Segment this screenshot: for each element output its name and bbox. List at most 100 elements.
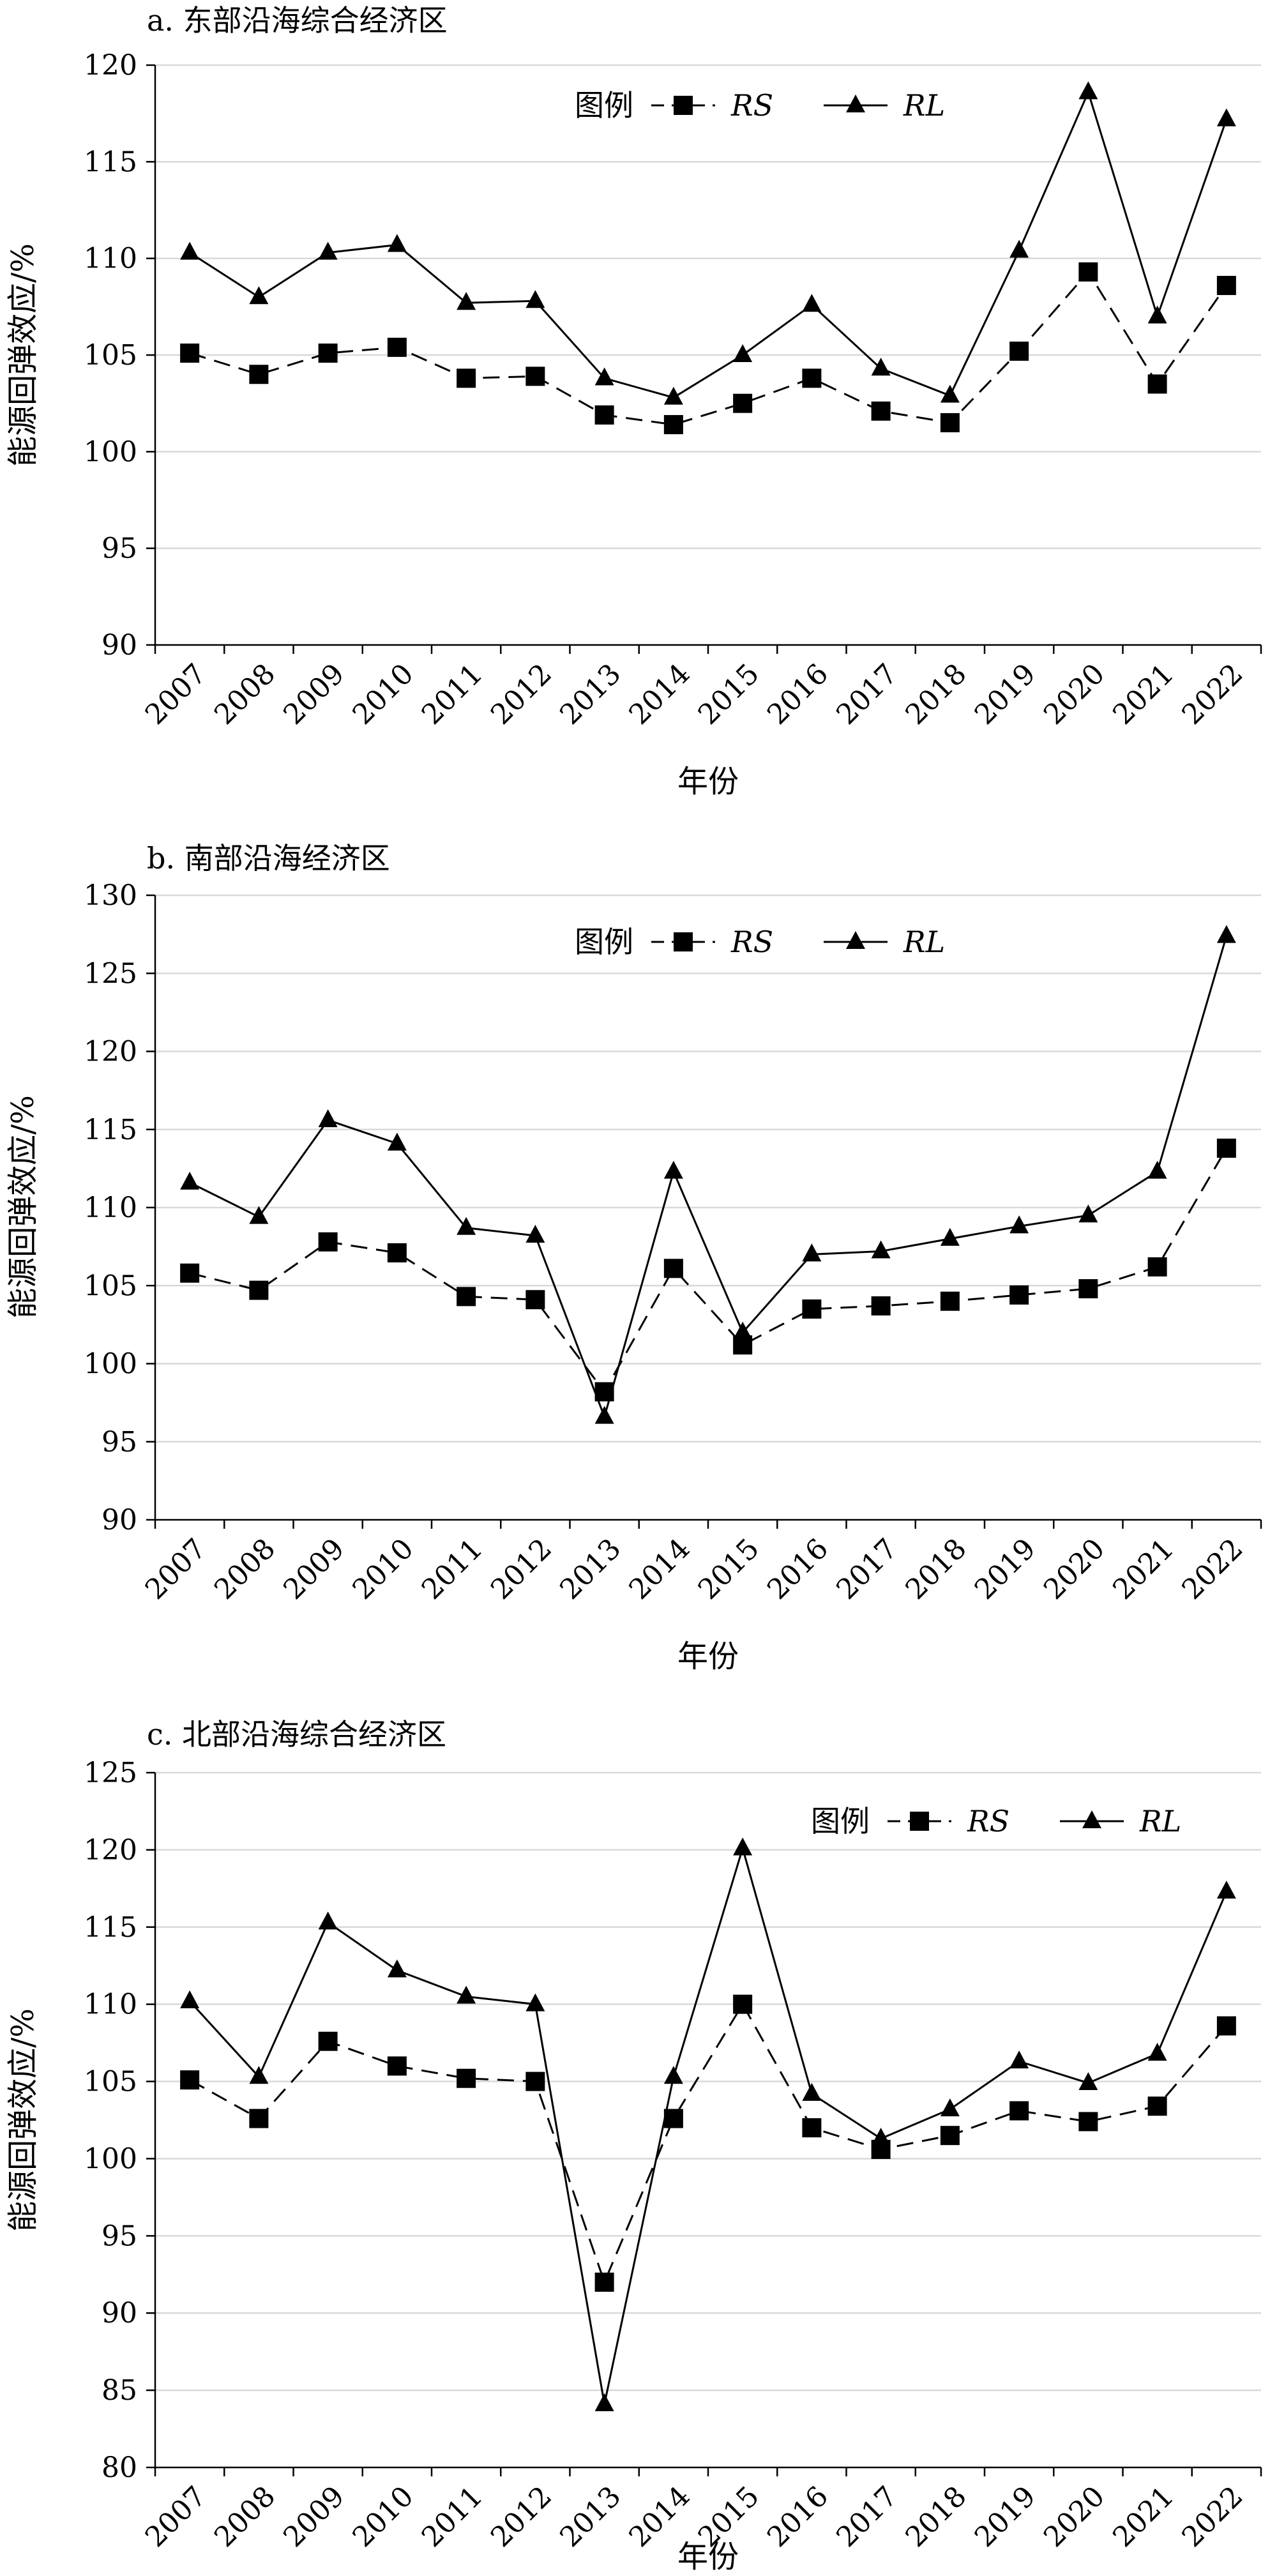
y-tick-label: 115 — [84, 1114, 137, 1146]
legend-marker-RS — [674, 96, 693, 115]
legend: 图例 RS RL — [575, 88, 945, 123]
x-tick-label: 2021 — [1107, 2480, 1180, 2554]
legend-marker-RS — [910, 1812, 929, 1831]
data-point-RL — [1078, 81, 1098, 100]
data-point-RL — [249, 2066, 269, 2084]
data-point-RS — [525, 367, 545, 386]
data-point-RS — [1009, 2101, 1029, 2121]
data-point-RL — [525, 1993, 545, 2012]
x-tick-label: 2017 — [830, 658, 903, 731]
y-tick-label: 100 — [84, 436, 137, 468]
x-tick-label: 2022 — [1175, 1533, 1249, 1606]
data-point-RS — [249, 1280, 269, 1300]
y-axis-label: 能源回弹效应/% — [5, 1095, 41, 1319]
data-point-RS — [249, 2109, 269, 2128]
data-point-RL — [180, 241, 200, 260]
x-tick-label: 2009 — [277, 658, 351, 731]
data-point-RL — [318, 1109, 338, 1128]
data-point-RS — [1078, 2112, 1098, 2132]
y-tick-label: 115 — [84, 1911, 137, 1944]
x-tick-label: 2016 — [761, 658, 835, 731]
y-axis-label: 能源回弹效应/% — [5, 2008, 41, 2232]
series-RS — [180, 262, 1236, 434]
y-tick-label: 110 — [84, 1192, 137, 1224]
x-tick-label: 2017 — [830, 2480, 903, 2554]
data-point-RL — [249, 286, 269, 305]
series-line-RS — [189, 270, 1228, 426]
legend-label-RS: RS — [730, 925, 773, 959]
data-point-RL — [1216, 1881, 1236, 1899]
series-line-RS — [189, 2002, 1228, 2285]
y-axis-label: 能源回弹效应/% — [5, 243, 41, 467]
data-point-RS — [1147, 1257, 1167, 1277]
chart-panel-a: a. 东部沿海综合经济区9095100105110115120200720082… — [5, 3, 1262, 799]
data-point-RS — [733, 393, 753, 413]
data-point-RL — [1009, 1215, 1029, 1234]
data-point-RS — [802, 1299, 822, 1319]
series-line-RL — [189, 1845, 1228, 2405]
x-tick-label: 2012 — [485, 1533, 558, 1606]
data-point-RS — [1216, 1139, 1236, 1158]
data-point-RL — [318, 241, 338, 260]
x-tick-label: 2010 — [346, 2480, 419, 2554]
data-point-RL — [457, 1985, 476, 2004]
x-tick-label: 2016 — [761, 2480, 835, 2554]
data-point-RS — [180, 2070, 200, 2090]
y-tick-label: 120 — [84, 1036, 137, 1068]
x-tick-label: 2018 — [899, 2480, 972, 2554]
data-point-RL — [663, 1160, 683, 1179]
x-tick-label: 2012 — [485, 2480, 558, 2554]
x-tick-label: 2019 — [969, 1533, 1042, 1606]
y-tick-label: 120 — [84, 1834, 137, 1867]
data-point-RL — [387, 234, 407, 252]
legend: 图例 RS RL — [575, 925, 945, 959]
data-point-RS — [525, 2072, 545, 2091]
chart-title: c. 北部沿海综合经济区 — [147, 1717, 446, 1752]
legend-marker-RS — [674, 932, 693, 951]
data-point-RL — [1009, 2050, 1029, 2069]
data-point-RL — [940, 2098, 960, 2117]
x-tick-label: 2010 — [346, 658, 419, 731]
x-tick-label: 2015 — [692, 1533, 766, 1606]
data-point-RS — [871, 401, 891, 421]
x-tick-label: 2016 — [761, 1533, 835, 1606]
data-point-RL — [663, 386, 683, 405]
x-axis-label: 年份 — [677, 764, 739, 799]
data-point-RS — [594, 405, 614, 425]
chart-panel-b: b. 南部沿海经济区909510010511011512012513020072… — [5, 841, 1262, 1674]
data-point-RS — [802, 368, 822, 388]
x-tick-label: 2020 — [1038, 2480, 1111, 2554]
data-point-RL — [525, 290, 545, 308]
data-point-RL — [871, 1240, 891, 1259]
data-point-RS — [525, 1290, 545, 1310]
data-point-RL — [1009, 239, 1029, 258]
data-point-RS — [1216, 276, 1236, 296]
legend-title: 图例 — [811, 1804, 870, 1838]
legend-label-RL: RL — [903, 88, 945, 123]
data-point-RL — [1147, 2043, 1167, 2061]
legend-marker-RL — [1082, 1810, 1101, 1828]
x-tick-label: 2013 — [554, 2480, 627, 2554]
x-tick-label: 2008 — [208, 2480, 282, 2554]
data-point-RL — [733, 344, 753, 362]
y-tick-label: 115 — [84, 146, 137, 178]
y-tick-label: 105 — [84, 339, 137, 372]
y-tick-label: 90 — [102, 629, 137, 662]
data-point-RL — [663, 2066, 683, 2084]
x-tick-label: 2019 — [969, 658, 1042, 731]
y-tick-label: 95 — [102, 533, 137, 565]
y-tick-label: 95 — [102, 1426, 137, 1458]
x-tick-label: 2014 — [623, 1533, 696, 1606]
data-point-RS — [871, 1296, 891, 1316]
data-point-RS — [940, 1291, 960, 1311]
y-tick-label: 95 — [102, 2220, 137, 2252]
y-tick-label: 130 — [84, 879, 137, 912]
data-point-RS — [318, 1232, 338, 1252]
legend-label-RL: RL — [903, 925, 945, 959]
legend-label-RS: RS — [730, 88, 773, 123]
x-tick-label: 2008 — [208, 658, 282, 731]
legend-title: 图例 — [575, 925, 633, 959]
data-point-RL — [594, 367, 614, 386]
data-point-RS — [940, 2126, 960, 2146]
data-point-RL — [457, 1216, 476, 1235]
